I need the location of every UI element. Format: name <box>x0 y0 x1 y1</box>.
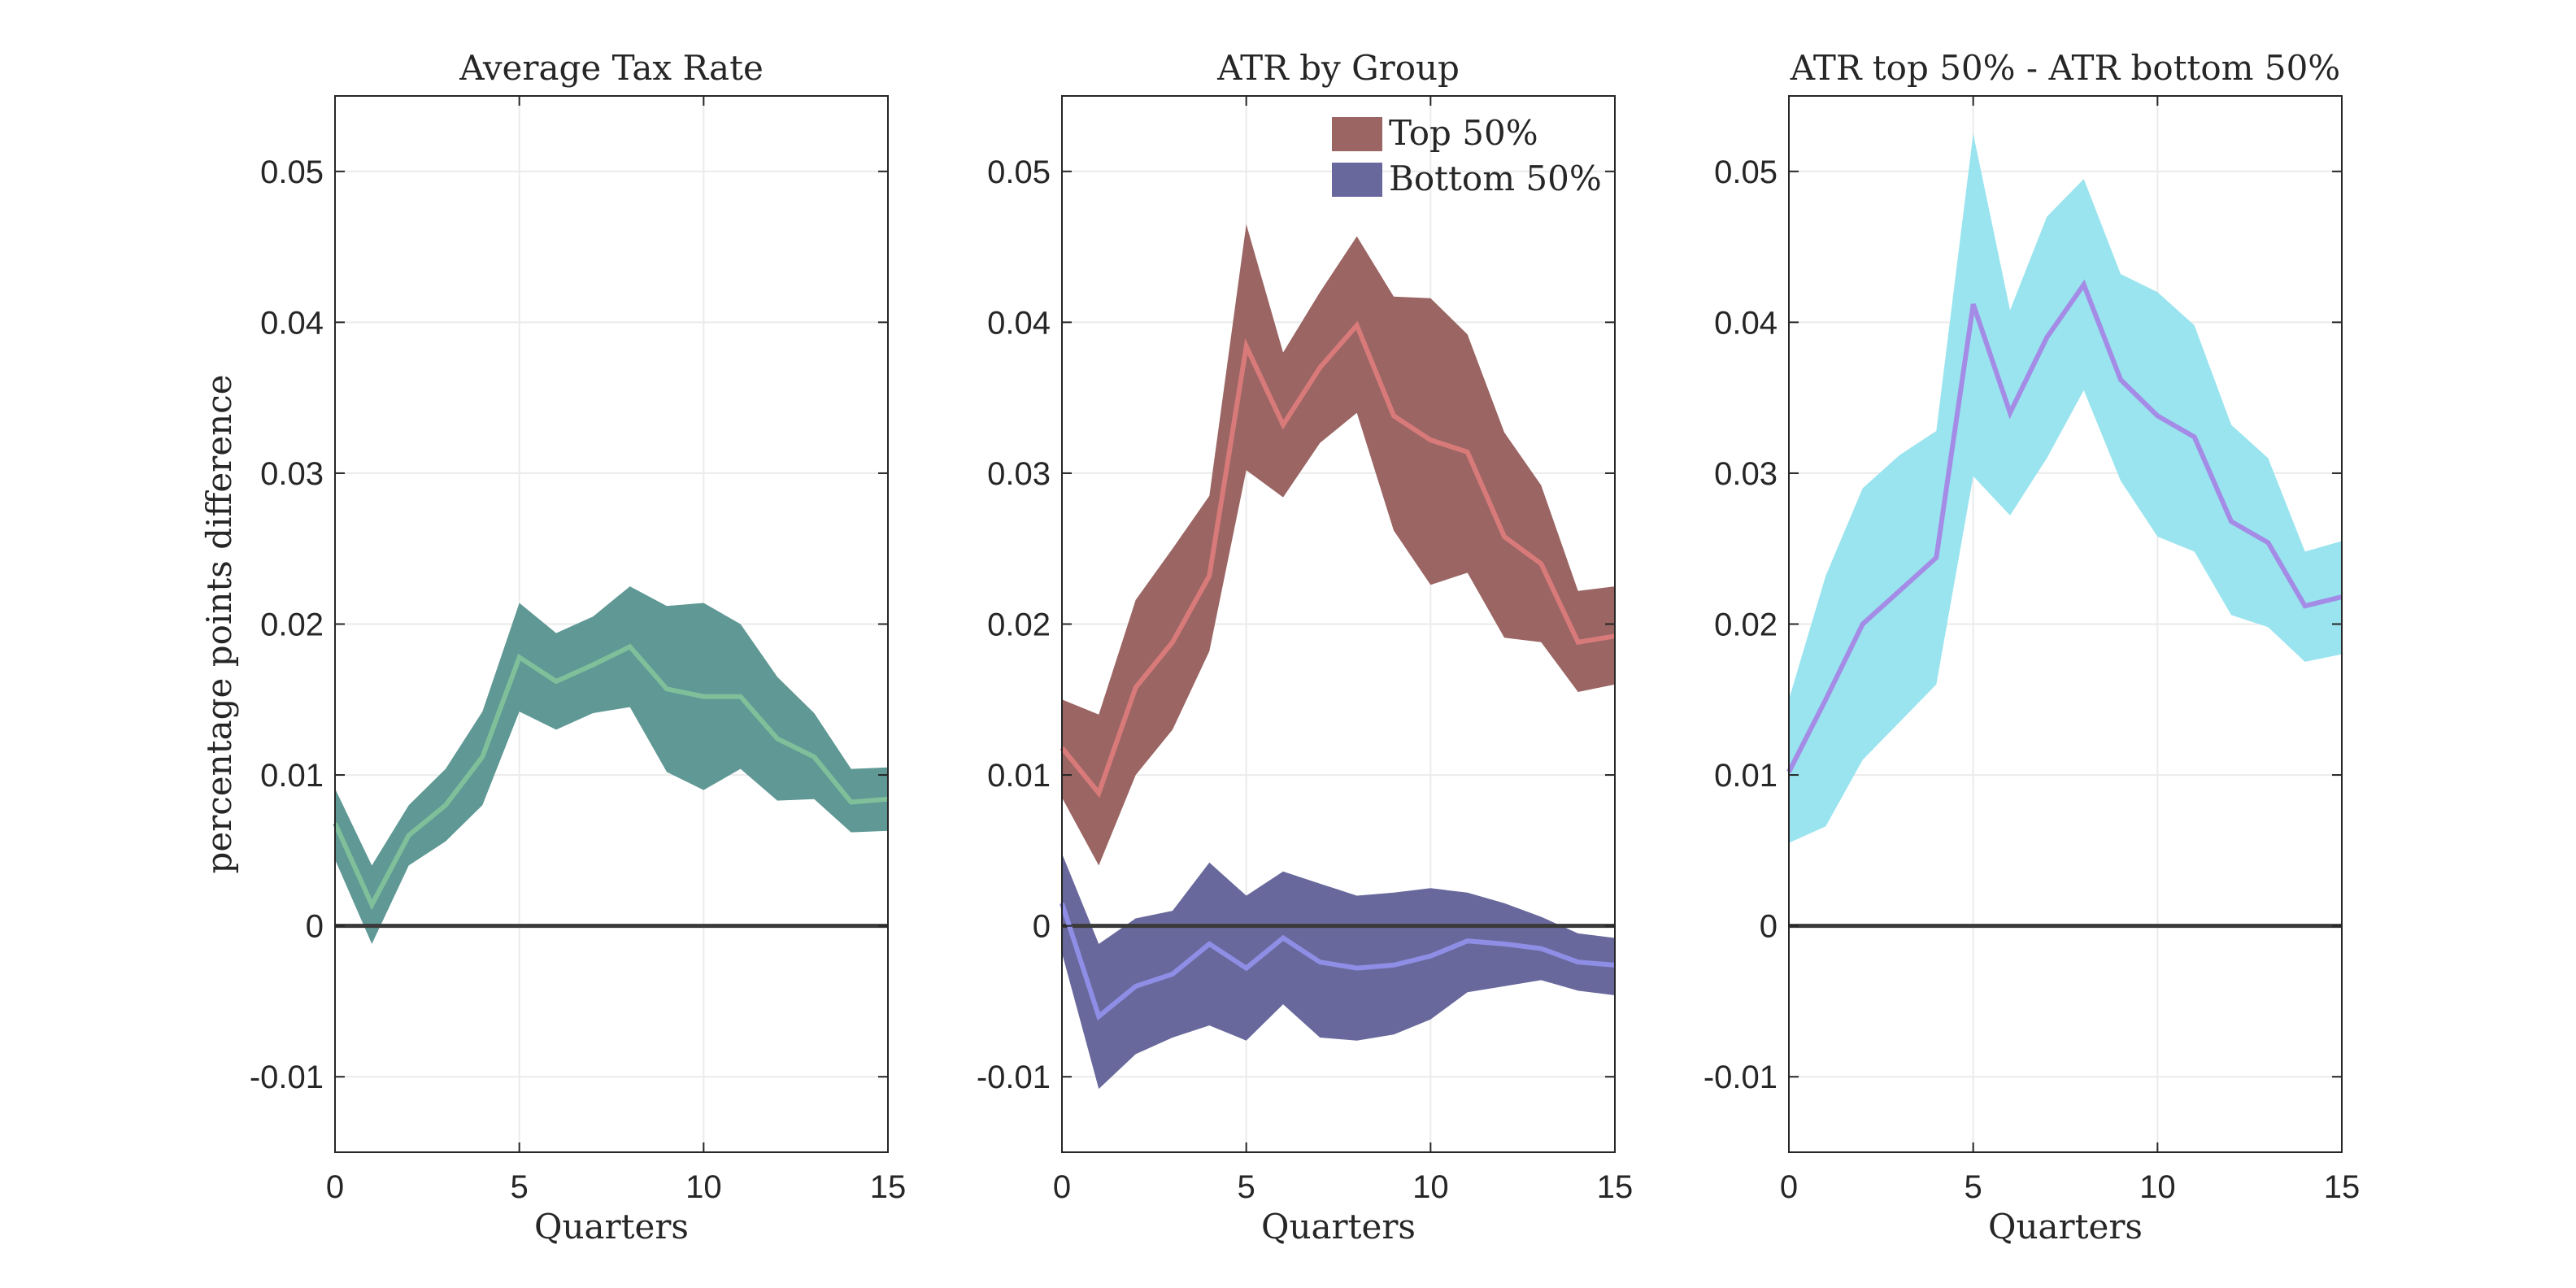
y-tick-label: 0.05 <box>260 154 324 190</box>
x-tick-label: 5 <box>1238 1169 1255 1205</box>
y-tick-label: 0.05 <box>1714 154 1778 190</box>
y-tick-label: 0.01 <box>260 758 324 794</box>
y-axis-label: percentage points difference <box>199 374 239 873</box>
x-tick-label: 10 <box>685 1169 722 1205</box>
y-tick-label: 0.01 <box>1714 758 1778 794</box>
chart-title: Average Tax Rate <box>459 48 764 88</box>
y-tick-label: 0.03 <box>1714 456 1778 492</box>
panel-2: 0 5 10 15 -0.01 0 0.01 0.02 0.03 0.04 0.05 ATR by G… <box>977 48 1633 1247</box>
series-line-1 <box>1786 279 2343 773</box>
x-tick-label: 15 <box>2324 1169 2361 1205</box>
y-tick-label: 0.02 <box>260 607 324 643</box>
x-tick-label: 10 <box>1412 1169 1449 1205</box>
y-tick-label: 0.04 <box>987 305 1051 341</box>
y-tick-label: 0.01 <box>987 758 1051 794</box>
y-tick-label: 0.04 <box>1714 305 1778 341</box>
x-tick-label: 15 <box>1597 1169 1634 1205</box>
x-tick-label: 0 <box>326 1169 344 1205</box>
confidence-band-1 <box>1062 224 1615 866</box>
legend-swatch-1 <box>1332 117 1382 151</box>
x-tick-label: 5 <box>1965 1169 1982 1205</box>
x-tick-label: 5 <box>511 1169 529 1205</box>
x-axis-label: Quarters <box>534 1207 689 1247</box>
panel-3: 0 5 10 15 -0.01 0 0.01 0.02 0.03 0.04 0.05 ATR top … <box>1704 48 2360 1247</box>
x-tick-label: 0 <box>1780 1169 1798 1205</box>
panel-1: 0 5 10 15 -0.01 0 0.01 0.02 0.03 0.04 0.05 Average … <box>199 48 906 1247</box>
legend-swatch-2 <box>1332 163 1382 197</box>
x-axis-label: Quarters <box>1988 1207 2143 1247</box>
confidence-band-2 <box>1062 853 1615 1090</box>
series-line-1 <box>1060 320 1616 798</box>
x-axis-label: Quarters <box>1261 1207 1416 1247</box>
x-tick-label: 15 <box>870 1169 907 1205</box>
y-tick-label: -0.01 <box>250 1060 324 1095</box>
y-tick-label: 0.05 <box>987 154 1051 190</box>
chart-title: ATR by Group <box>1216 48 1460 88</box>
legend-label-1: Top 50% <box>1389 113 1538 153</box>
confidence-band-1 <box>335 586 888 944</box>
y-tick-label: -0.01 <box>1704 1060 1778 1095</box>
y-tick-label: 0 <box>1760 909 1778 945</box>
y-tick-label: 0.03 <box>260 456 324 492</box>
y-tick-label: 0 <box>1033 909 1051 945</box>
y-tick-label: 0 <box>306 909 324 945</box>
y-tick-label: 0.04 <box>260 305 324 341</box>
series-line-2 <box>1060 902 1616 1021</box>
panels: 0 5 10 15 -0.01 0 0.01 0.02 0.03 0.04 0.05 Average … <box>199 48 2360 1247</box>
confidence-band-1 <box>1789 133 2342 843</box>
chart-title: ATR top 50% - ATR bottom 50% <box>1790 48 2340 88</box>
legend: Top 50% Bottom 50% <box>1332 113 1602 198</box>
y-tick-label: -0.01 <box>977 1060 1051 1095</box>
legend-label-2: Bottom 50% <box>1389 159 1602 198</box>
series-line-1 <box>333 643 889 911</box>
y-tick-label: 0.03 <box>987 456 1051 492</box>
x-tick-label: 0 <box>1053 1169 1071 1205</box>
y-tick-label: 0.02 <box>1714 607 1778 643</box>
y-tick-label: 0.02 <box>987 607 1051 643</box>
x-tick-label: 10 <box>2139 1169 2176 1205</box>
